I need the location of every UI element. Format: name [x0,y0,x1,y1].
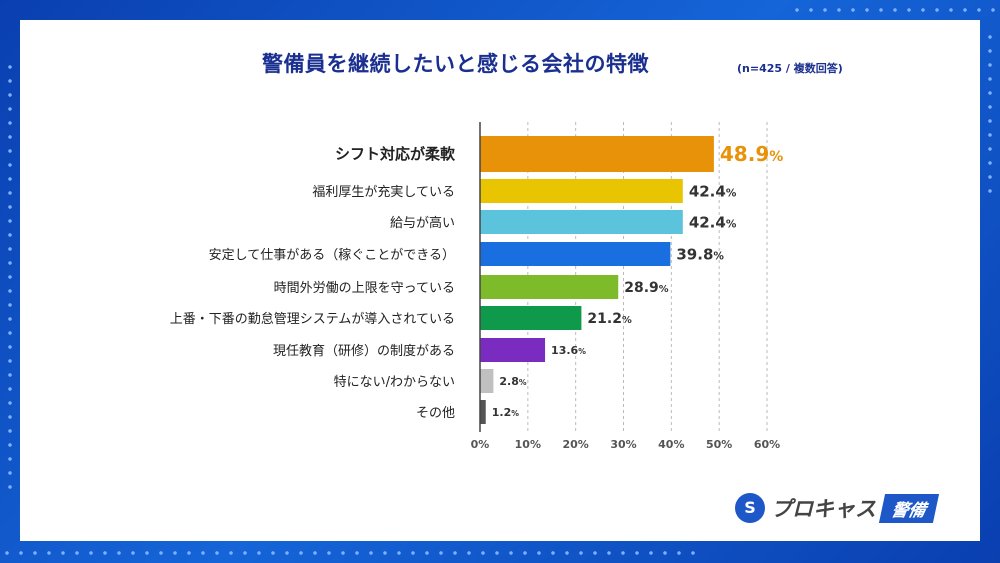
x-tick-label: 40% [658,438,684,451]
dot-border-bottom [0,546,700,560]
data-label: 13.6% [551,344,586,357]
category-label: 安定して仕事がある（稼ぐことができる） [209,248,455,263]
category-label: その他 [416,406,455,421]
data-label: 28.9% [624,280,669,296]
dot-border-top [790,3,1000,17]
data-label: 48.9% [720,142,783,166]
x-tick-label: 0% [471,438,490,451]
category-label: 上番・下番の勤怠管理システムが導入されている [170,311,455,327]
category-label: 現任教育（研修）の制度がある [273,343,455,359]
logo-tag: 警備 [878,493,940,523]
x-tick-label: 50% [706,438,732,451]
bar [480,210,683,234]
category-label: 給与が高い [390,215,455,231]
x-tick-label: 60% [754,438,780,451]
category-label: シフト対応が柔軟 [335,145,456,163]
bar [480,242,671,266]
bar [480,275,619,299]
data-label: 42.4% [689,182,737,200]
bar [480,369,494,393]
category-label: 時間外労働の上限を守っている [274,281,455,296]
logo-icon: S [735,493,765,523]
data-label: 39.8% [676,245,724,263]
bar [480,306,582,330]
chart-title: 警備員を継続したいと感じる会社の特徴 [262,52,649,76]
x-tick-label: 10% [515,438,541,451]
category-label: 特にない/わからない [334,375,455,390]
bar [480,338,546,362]
dot-border-left [3,60,17,490]
bar [480,136,714,172]
logo-name: プロキャス [771,497,876,521]
logo: S プロキャス 警備 [735,493,940,523]
data-label: 21.2% [587,311,632,327]
data-label: 42.4% [689,213,737,231]
category-label: 福利厚生が充実している [312,184,455,200]
x-tick-label: 20% [562,438,588,451]
bar [480,400,486,424]
data-label: 1.2% [492,406,520,419]
chart-subtitle: (n=425 / 複数回答) [737,62,843,75]
dot-border-right [983,30,997,200]
x-tick-label: 30% [610,438,636,451]
bar [480,179,683,203]
data-label: 2.8% [499,375,526,388]
